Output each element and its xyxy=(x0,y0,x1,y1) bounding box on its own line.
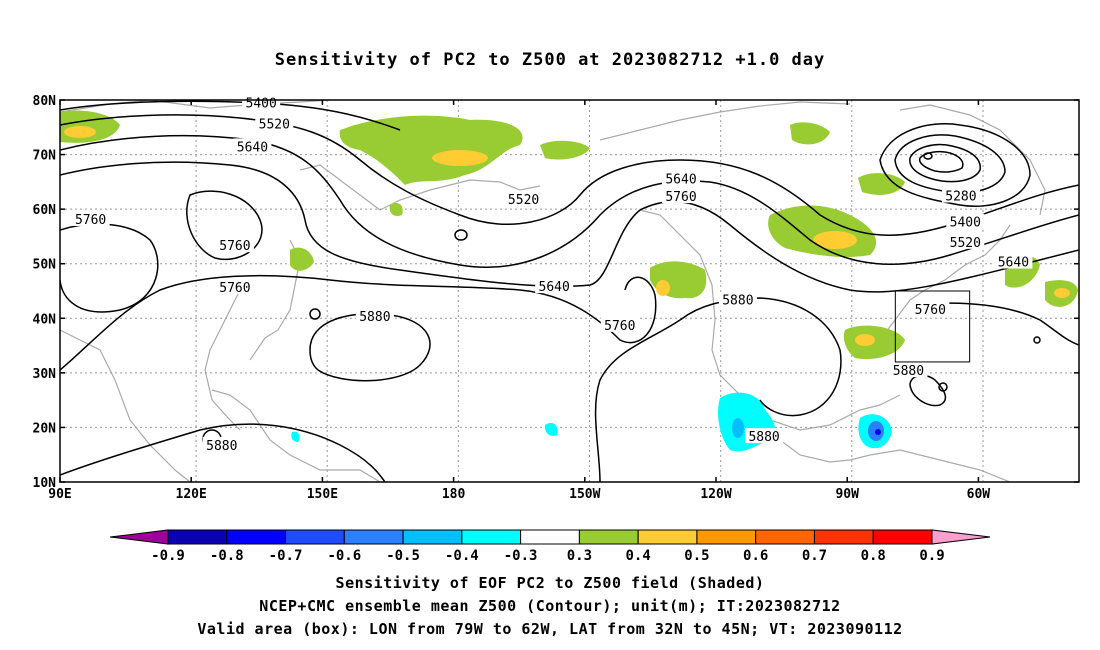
lat-label: 50N xyxy=(33,258,57,273)
contour-label: 5880 xyxy=(359,310,390,325)
contour-label: 5520 xyxy=(950,236,981,251)
shade-positive xyxy=(60,110,120,143)
contour-label: 5880 xyxy=(893,364,924,379)
colorbar-label: 0.4 xyxy=(626,548,651,564)
contour-label: 5400 xyxy=(246,97,277,112)
colorbar-swatch xyxy=(931,529,991,545)
lat-label: 20N xyxy=(33,421,57,436)
contour-label: 5760 xyxy=(915,303,946,318)
lat-label: 40N xyxy=(33,312,57,327)
colorbar-label: 0.9 xyxy=(919,548,944,564)
shade-positive xyxy=(339,115,523,185)
sensitivity-shading xyxy=(60,110,1078,452)
contour-label: 5640 xyxy=(237,140,268,155)
colorbar-label: 0.5 xyxy=(684,548,709,564)
contour-label: 5760 xyxy=(219,239,250,254)
coastlines xyxy=(60,100,1046,482)
contour-label: 5880 xyxy=(206,439,237,454)
colorbar-label: 0.7 xyxy=(802,548,827,564)
contour-label: 5760 xyxy=(75,213,106,228)
colorbar-label: -0.5 xyxy=(386,548,420,564)
contour-label: 5880 xyxy=(722,294,753,309)
colorbar-label: -0.4 xyxy=(445,548,479,564)
valid-area-box xyxy=(894,290,971,363)
colorbar-swatch xyxy=(813,529,874,545)
contour-label: 5760 xyxy=(665,190,696,205)
contour-label: 5880 xyxy=(748,430,779,445)
colorbar-swatch xyxy=(578,529,639,545)
shade-negative xyxy=(544,423,558,436)
shade-positive xyxy=(540,140,590,160)
colorbar-label: 0.8 xyxy=(861,548,886,564)
colorbar-swatch xyxy=(696,529,757,545)
shade-positive-strong xyxy=(432,150,488,166)
lon-label: 150W xyxy=(569,487,600,502)
shade-positive-strong xyxy=(813,231,857,249)
colorbar-swatch xyxy=(461,529,522,545)
colorbar-label: -0.6 xyxy=(327,548,361,564)
contour-label: 5400 xyxy=(950,216,981,231)
contour-label: 5640 xyxy=(539,280,570,295)
colorbar-label: 0.6 xyxy=(743,548,768,564)
shade-positive-strong xyxy=(64,126,96,138)
lat-label: 10N xyxy=(33,476,57,491)
lat-label: 60N xyxy=(33,203,57,218)
contour-labels: 5400 5520 5640 5760 5760 5760 5880 5880 5520 5640… xyxy=(71,94,1033,454)
lon-label: 60W xyxy=(967,487,991,502)
colorbar-swatch xyxy=(285,529,345,545)
colorbar-label: -0.8 xyxy=(210,548,244,564)
shade-positive xyxy=(843,325,905,360)
footer-line-2: NCEP+CMC ensemble mean Z500 (Contour); u… xyxy=(259,597,841,615)
colorbar-label: -0.3 xyxy=(504,548,538,564)
lon-label: 120W xyxy=(700,487,731,502)
contour-label: 5760 xyxy=(219,281,250,296)
colorbar-swatch xyxy=(109,529,169,545)
lon-label: 90W xyxy=(835,487,859,502)
colorbar-label: 0.3 xyxy=(567,548,592,564)
lon-label: 120E xyxy=(176,487,207,502)
contour-label: 5520 xyxy=(508,193,539,208)
colorbar-swatch xyxy=(637,529,698,545)
shade-positive-strong xyxy=(656,280,670,296)
lon-label: 180 xyxy=(442,487,466,502)
shade-negative xyxy=(291,431,300,442)
plot-frame xyxy=(59,99,1080,483)
lat-label: 80N xyxy=(33,94,57,109)
lon-label: 90E xyxy=(48,487,71,502)
colorbar-swatch xyxy=(402,529,463,545)
colorbar: -0.9 -0.8 -0.7 -0.6 -0.5 -0.4 -0.3 0.3 0.4 0.5 0.6… xyxy=(109,529,991,564)
colorbar-swatch xyxy=(167,529,228,545)
contour-label: 5280 xyxy=(945,190,976,205)
shade-positive xyxy=(389,203,403,216)
footer-line-1: Sensitivity of EOF PC2 to Z500 field (Sh… xyxy=(335,574,765,592)
colorbar-label: -0.7 xyxy=(269,548,303,564)
contour-label: 5640 xyxy=(998,256,1029,271)
shade-positive-strong xyxy=(1054,288,1070,298)
shade-positive xyxy=(290,247,314,271)
lat-label: 70N xyxy=(33,149,57,164)
colorbar-label: -0.9 xyxy=(151,548,185,564)
footer-line-3: Valid area (box): LON from 79W to 62W, L… xyxy=(197,620,903,638)
lat-label: 30N xyxy=(33,367,57,382)
colorbar-swatch xyxy=(226,529,287,545)
colorbar-swatch xyxy=(520,529,580,545)
lon-label: 150E xyxy=(307,487,338,502)
shade-positive xyxy=(790,122,830,145)
contour-label: 5760 xyxy=(604,319,635,334)
shade-positive xyxy=(858,173,905,195)
contour-label: 5640 xyxy=(665,173,696,188)
shade-positive-strong xyxy=(855,334,875,346)
colorbar-swatch xyxy=(872,529,933,545)
colorbar-swatch xyxy=(755,529,815,545)
contour-label: 5520 xyxy=(259,117,290,132)
colorbar-swatch xyxy=(343,529,404,545)
shade-negative-strong xyxy=(732,418,744,438)
map-title: Sensitivity of PC2 to Z500 at 2023082712… xyxy=(274,50,826,70)
